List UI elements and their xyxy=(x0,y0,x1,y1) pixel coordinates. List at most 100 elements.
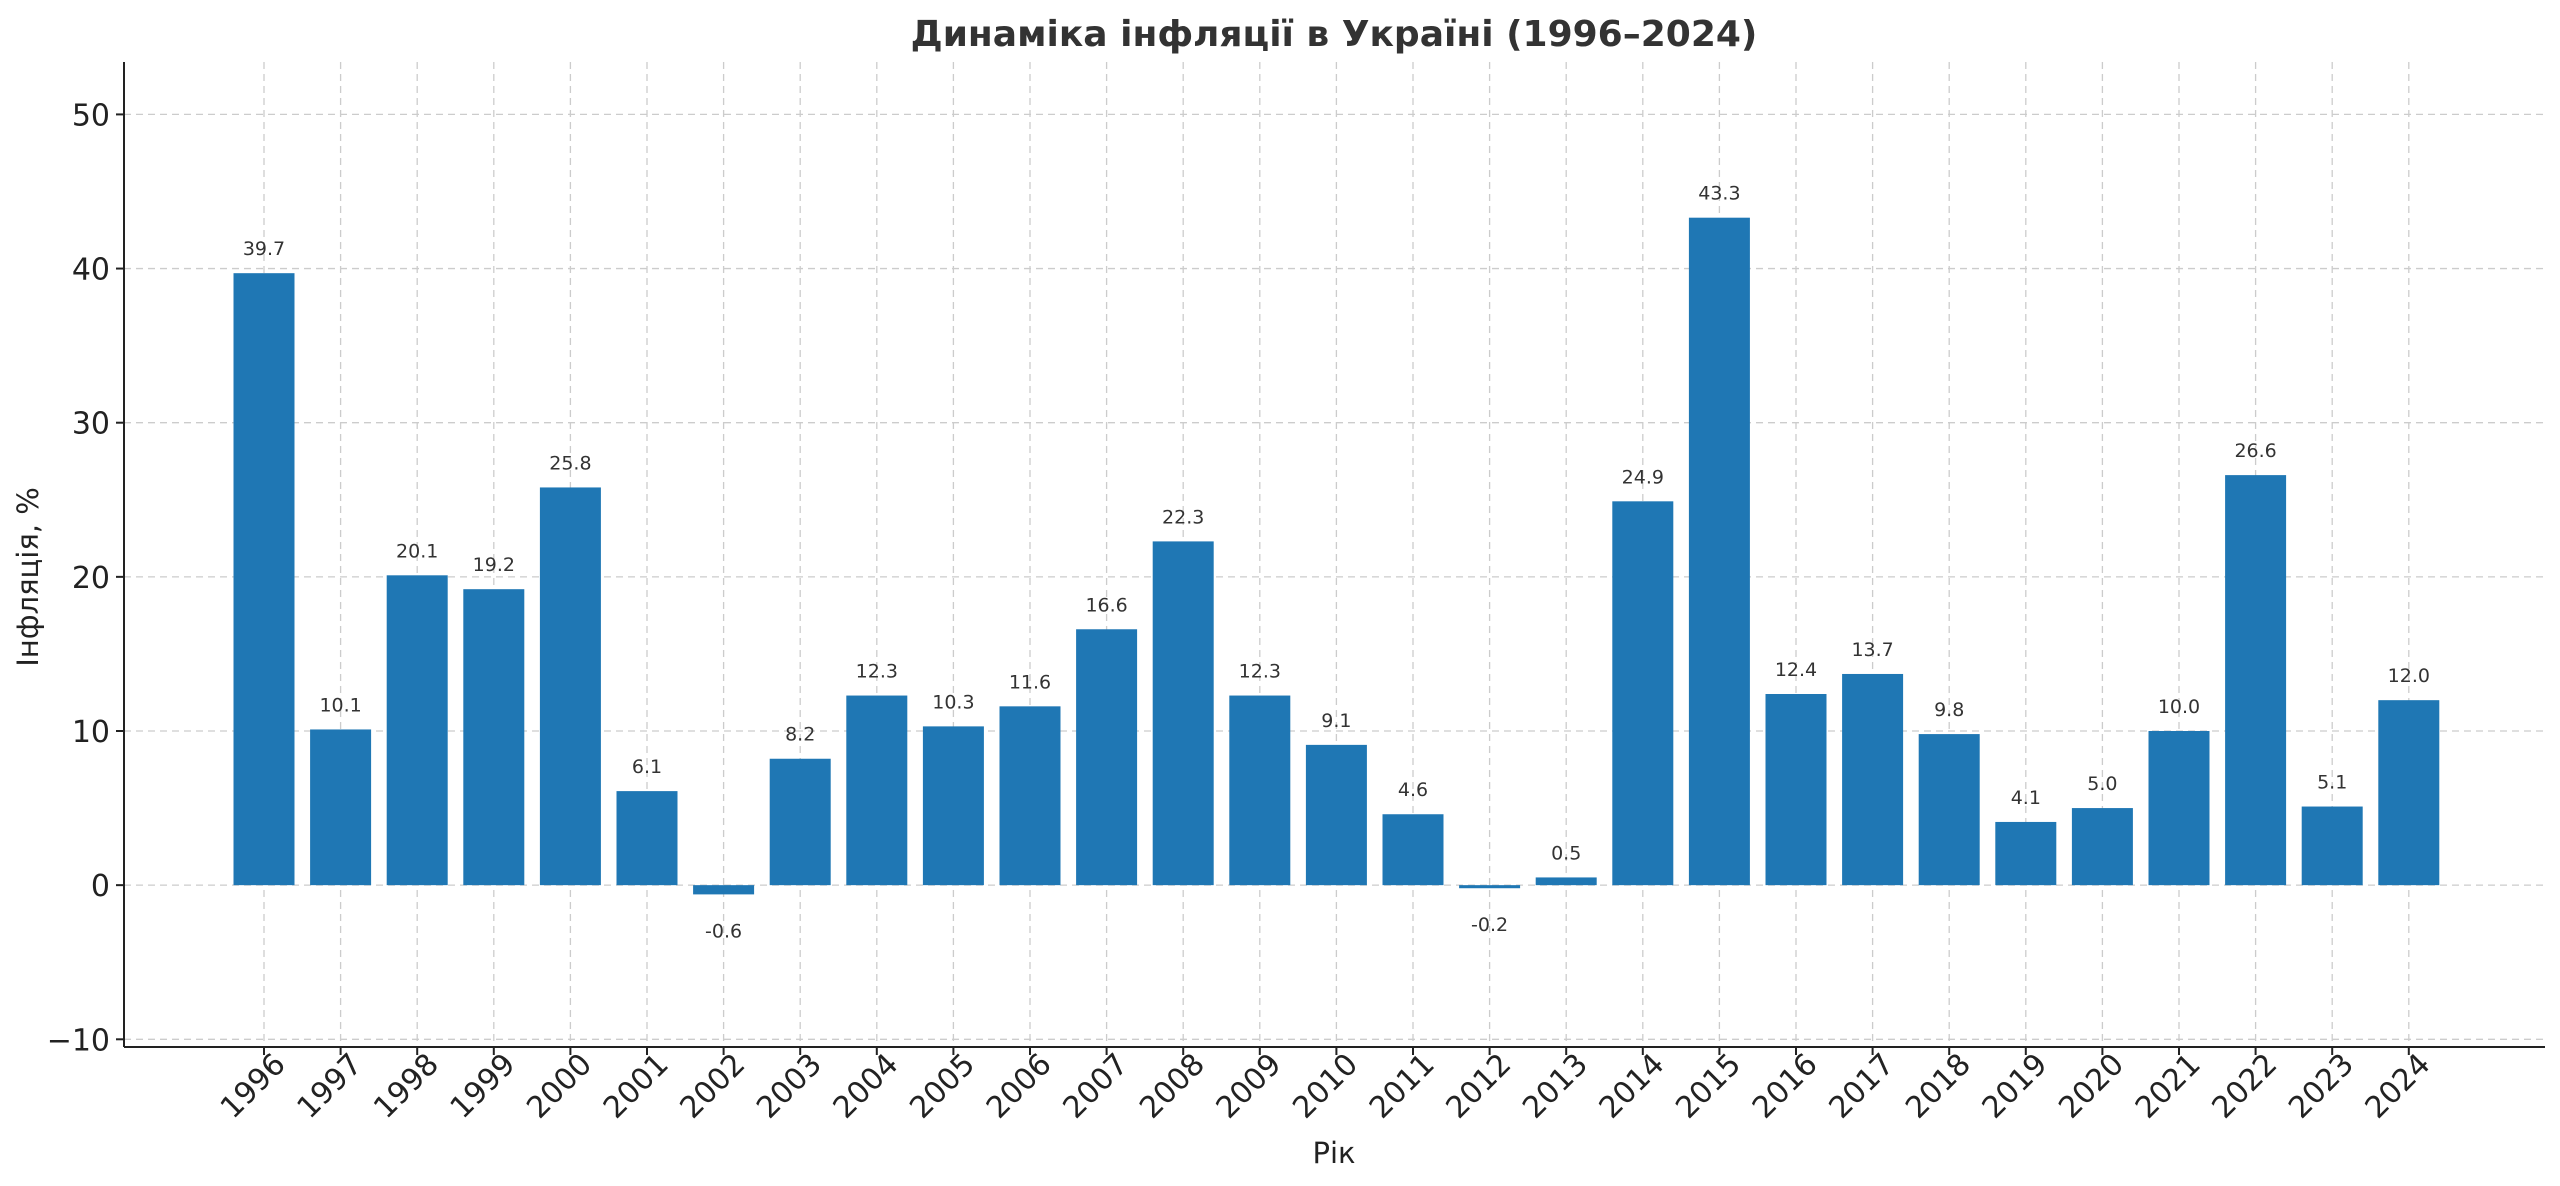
bar-2005 xyxy=(922,726,984,886)
y-axis-label: Інфляція, % xyxy=(11,487,45,667)
x-tick-label: 2019 xyxy=(1976,1047,2055,1126)
bar-value-label: 20.1 xyxy=(396,540,438,562)
bar-value-label: 16.6 xyxy=(1085,594,1127,616)
x-axis-label: Рік xyxy=(1312,1136,1355,1170)
x-tick-label: 1999 xyxy=(444,1047,523,1126)
x-tick-label: 2007 xyxy=(1057,1047,1136,1126)
x-tick-label: 2018 xyxy=(1899,1047,1978,1126)
axes xyxy=(116,62,2545,1055)
bar-2017 xyxy=(1842,673,1904,886)
bar-value-label: 8.2 xyxy=(785,724,815,746)
bar-1999 xyxy=(463,589,525,886)
x-tick-label: 2013 xyxy=(1516,1047,1595,1126)
x-tick-label: 2012 xyxy=(1440,1047,1519,1126)
bar-value-label: 6.1 xyxy=(632,756,662,778)
x-tick-label: 2024 xyxy=(2359,1047,2438,1126)
bar-2014 xyxy=(1612,501,1674,886)
bar-2000 xyxy=(539,487,601,886)
bar-2007 xyxy=(1076,629,1138,886)
x-tick-label: 2015 xyxy=(1669,1047,1748,1126)
bar-2019 xyxy=(1995,821,2057,886)
bar-1998 xyxy=(386,575,448,886)
x-tick-label: 2020 xyxy=(2052,1047,2131,1126)
bar-value-label: 9.8 xyxy=(1934,699,1964,721)
bar-value-label: 26.6 xyxy=(2234,440,2276,462)
bar-value-label: -0.2 xyxy=(1471,914,1508,936)
x-tick-label: 2014 xyxy=(1593,1047,1672,1126)
bar-value-label: 11.6 xyxy=(1009,671,1051,693)
bar-value-label: 0.5 xyxy=(1551,842,1581,864)
x-tick-label: 2002 xyxy=(674,1047,753,1126)
x-tick-label: 2022 xyxy=(2206,1047,2285,1126)
bar-value-label: 22.3 xyxy=(1162,506,1204,528)
bar-2003 xyxy=(769,758,831,886)
bar-value-label: 25.8 xyxy=(549,452,591,474)
bar-2009 xyxy=(1229,695,1291,886)
bar-2011 xyxy=(1382,814,1444,886)
y-tick-label: 40 xyxy=(72,253,110,288)
x-tick-label: 1998 xyxy=(367,1047,446,1126)
y-tick-label: 20 xyxy=(72,561,110,596)
bar-value-label: 12.4 xyxy=(1775,659,1817,681)
y-tick-label: 10 xyxy=(72,715,110,750)
bar-value-label: 24.9 xyxy=(1622,466,1664,488)
bar-value-label: 43.3 xyxy=(1698,183,1740,205)
bar-2012 xyxy=(1459,885,1521,889)
bar-2008 xyxy=(1152,541,1214,886)
bar-2023 xyxy=(2301,806,2363,886)
bar-2001 xyxy=(616,791,678,886)
x-tick-label: 2004 xyxy=(827,1047,906,1126)
x-tick-label: 2006 xyxy=(980,1047,1059,1126)
bar-2013 xyxy=(1535,877,1597,886)
x-tick-label: 2016 xyxy=(1746,1047,1825,1126)
y-tick-label: 50 xyxy=(72,98,110,133)
bar-2018 xyxy=(1918,734,1980,886)
y-tick-labels: −10 0 10 20 30 40 50 xyxy=(47,98,110,1058)
bar-2006 xyxy=(999,706,1061,886)
x-tick-label: 2011 xyxy=(1363,1047,1442,1126)
bar-2021 xyxy=(2148,730,2210,886)
bar-2016 xyxy=(1765,694,1827,886)
chart-title: Динаміка інфляції в Україні (1996–2024) xyxy=(911,14,1758,55)
bar-value-label: 10.1 xyxy=(319,694,361,716)
bar-2002 xyxy=(693,885,755,895)
bar-2020 xyxy=(2071,808,2133,886)
bar-value-label: 12.3 xyxy=(856,661,898,683)
x-tick-label: 2001 xyxy=(597,1047,676,1126)
bar-value-label: 9.1 xyxy=(1321,710,1351,732)
bar-value-label: 4.1 xyxy=(2011,787,2041,809)
x-tick-label: 2000 xyxy=(520,1047,599,1126)
x-tick-label: 1996 xyxy=(214,1047,293,1126)
x-tick-label: 2005 xyxy=(903,1047,982,1126)
x-tick-label: 2017 xyxy=(1823,1047,1902,1126)
bar-value-label: 39.7 xyxy=(243,238,285,260)
x-tick-label: 2008 xyxy=(1133,1047,1212,1126)
bar-value-label: 12.0 xyxy=(2388,665,2430,687)
bar-2010 xyxy=(1305,744,1367,886)
bar-value-label: 13.7 xyxy=(1851,639,1893,661)
bar-value-label: 5.0 xyxy=(2087,773,2117,795)
bar-value-label: 5.1 xyxy=(2317,772,2347,794)
bar-value-label: 4.6 xyxy=(1398,779,1428,801)
bar-value-labels: 39.7 10.1 20.1 19.2 25.8 6.1 -0.6 8.2 12.3 10.3 11… xyxy=(243,183,2430,943)
bar-value-label: 12.3 xyxy=(1239,661,1281,683)
x-tick-label: 2023 xyxy=(2282,1047,2361,1126)
y-tick-label: 0 xyxy=(91,869,110,904)
x-tick-label: 2009 xyxy=(1210,1047,1289,1126)
bar-2004 xyxy=(846,695,908,886)
x-tick-labels: 1996199719981999200020012002200320042005… xyxy=(214,1047,2438,1126)
bar-value-label: 10.0 xyxy=(2158,696,2200,718)
x-tick-label: 2021 xyxy=(2129,1047,2208,1126)
y-tick-label: 30 xyxy=(72,407,110,442)
x-tick-label: 2003 xyxy=(750,1047,829,1126)
bar-2015 xyxy=(1688,217,1750,886)
bar-value-label: 10.3 xyxy=(932,691,974,713)
bar-2022 xyxy=(2225,475,2287,886)
x-tick-label: 2010 xyxy=(1286,1047,1365,1126)
bar-value-label: 19.2 xyxy=(473,554,515,576)
bar-2024 xyxy=(2378,700,2440,886)
bar-value-label: -0.6 xyxy=(705,920,742,942)
bars xyxy=(233,217,2440,895)
